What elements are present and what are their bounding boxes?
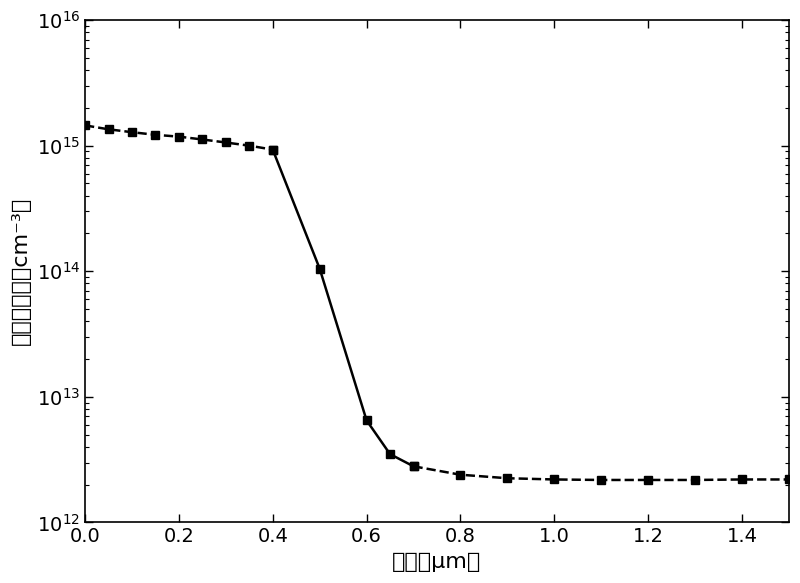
X-axis label: 深度（μm）: 深度（μm） [392, 552, 482, 572]
Y-axis label: 载流子浓度（cm⁻³）: 载流子浓度（cm⁻³） [11, 197, 31, 345]
